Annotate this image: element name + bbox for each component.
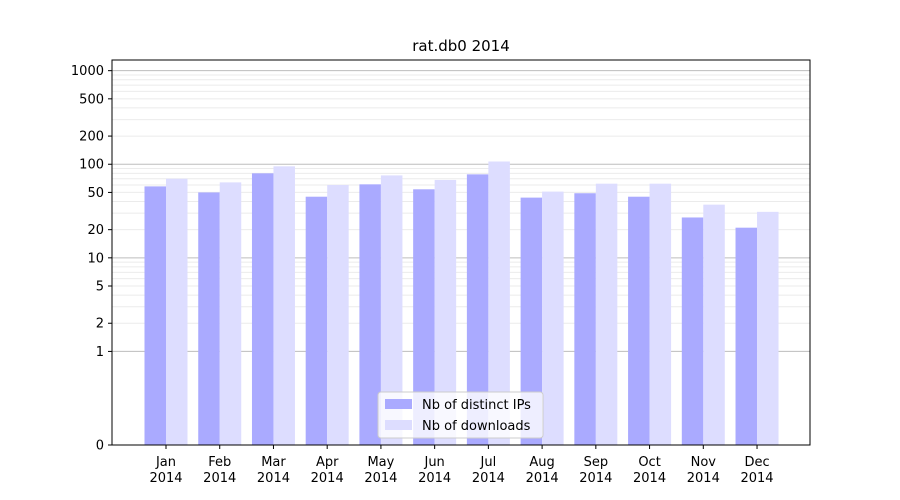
bar-distinct-ips — [305, 196, 328, 445]
bar-downloads — [380, 175, 403, 445]
x-tick-label: Jul 2014 — [472, 455, 505, 486]
bar-distinct-ips — [251, 173, 274, 445]
bars — [144, 161, 779, 446]
legend: Nb of distinct IPs Nb of downloads — [377, 391, 544, 439]
x-tick-label: Dec 2014 — [740, 455, 773, 486]
y-tick-label: 20 — [87, 223, 104, 238]
x-tick-label: Jun 2014 — [418, 455, 451, 486]
x-tick-label: Feb 2014 — [203, 455, 236, 486]
legend-swatch — [385, 420, 412, 430]
y-tick-label: 500 — [79, 92, 104, 107]
y-tick-label: 1000 — [71, 64, 104, 79]
legend-swatch — [385, 399, 412, 409]
bar-distinct-ips — [466, 174, 489, 445]
y-tick-label: 50 — [87, 186, 104, 201]
bar-distinct-ips — [359, 184, 381, 445]
bar-distinct-ips — [520, 197, 543, 445]
y-tick-label: 2 — [96, 317, 104, 332]
bar-downloads — [327, 185, 349, 445]
x-axis: Jan 2014 Feb 2014 Mar 2014 Apr 2014 May 2014 Jun 20… — [149, 445, 774, 486]
bar-downloads — [703, 204, 725, 445]
y-tick-label: 0 — [96, 439, 104, 454]
y-tick-label: 200 — [79, 130, 104, 145]
bar-downloads — [434, 179, 457, 445]
bar-distinct-ips — [681, 217, 704, 445]
legend-label: Nb of downloads — [422, 419, 531, 434]
legend-label: Nb of distinct IPs — [422, 398, 531, 413]
bar-downloads — [757, 211, 779, 445]
y-tick-label: 5 — [96, 280, 104, 295]
x-tick-label: Nov 2014 — [687, 455, 720, 486]
bar-distinct-ips — [198, 192, 220, 445]
bar-downloads — [219, 182, 242, 445]
y-axis: 0 1 2 5 10 20 50 100 200 500 1000 — [71, 64, 112, 454]
bar-downloads — [649, 183, 672, 445]
x-tick-label: Apr 2014 — [311, 455, 344, 486]
bar-downloads — [166, 178, 188, 446]
y-tick-label: 1 — [96, 345, 104, 360]
bar-downloads — [542, 191, 564, 445]
y-tick-label: 10 — [87, 251, 104, 266]
x-tick-label: Aug 2014 — [526, 455, 559, 486]
bar-distinct-ips — [144, 186, 166, 445]
x-tick-label: Mar 2014 — [257, 455, 290, 486]
legend-box — [377, 391, 544, 439]
bar-downloads — [488, 161, 510, 445]
bar-distinct-ips — [413, 189, 435, 445]
bar-distinct-ips — [574, 193, 596, 445]
bar-downloads — [595, 183, 618, 445]
x-tick-label: Jan 2014 — [149, 455, 182, 486]
x-tick-label: Sep 2014 — [579, 455, 612, 486]
chart-title: rat.db0 2014 — [412, 37, 510, 55]
bar-downloads — [273, 166, 295, 445]
plot-frame — [111, 59, 811, 446]
x-tick-label: Oct 2014 — [633, 455, 666, 486]
y-tick-label: 100 — [79, 158, 104, 173]
bar-distinct-ips — [628, 196, 650, 445]
bar-distinct-ips — [735, 227, 758, 445]
x-tick-label: May 2014 — [364, 455, 397, 486]
